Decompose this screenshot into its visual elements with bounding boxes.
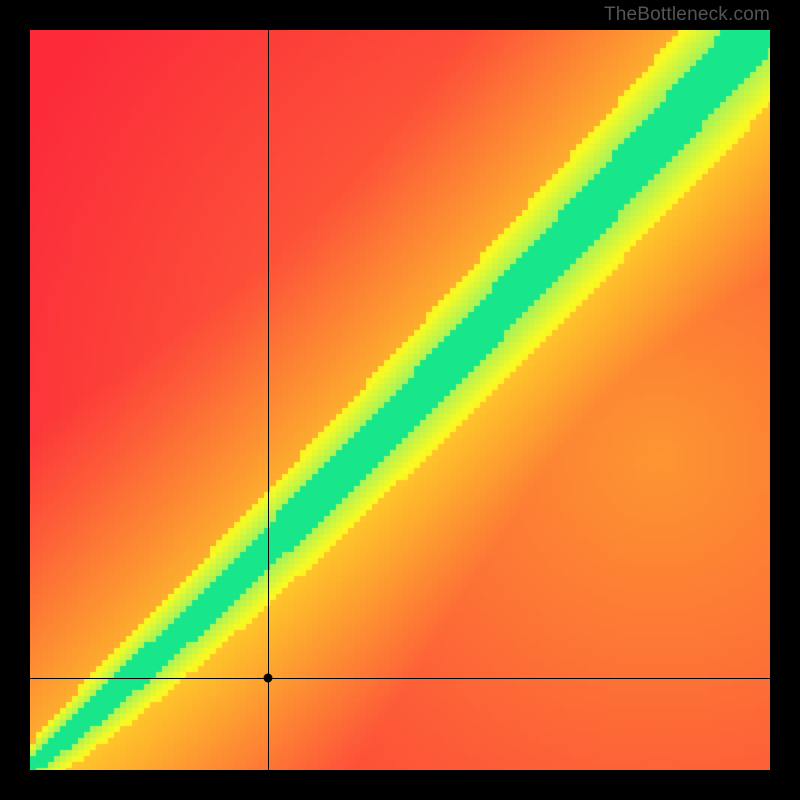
heatmap-canvas (30, 30, 770, 770)
plot-area (30, 30, 770, 770)
crosshair-marker (264, 674, 273, 683)
watermark-text: TheBottleneck.com (604, 4, 770, 26)
crosshair-horizontal (30, 678, 770, 679)
crosshair-vertical (268, 30, 269, 770)
